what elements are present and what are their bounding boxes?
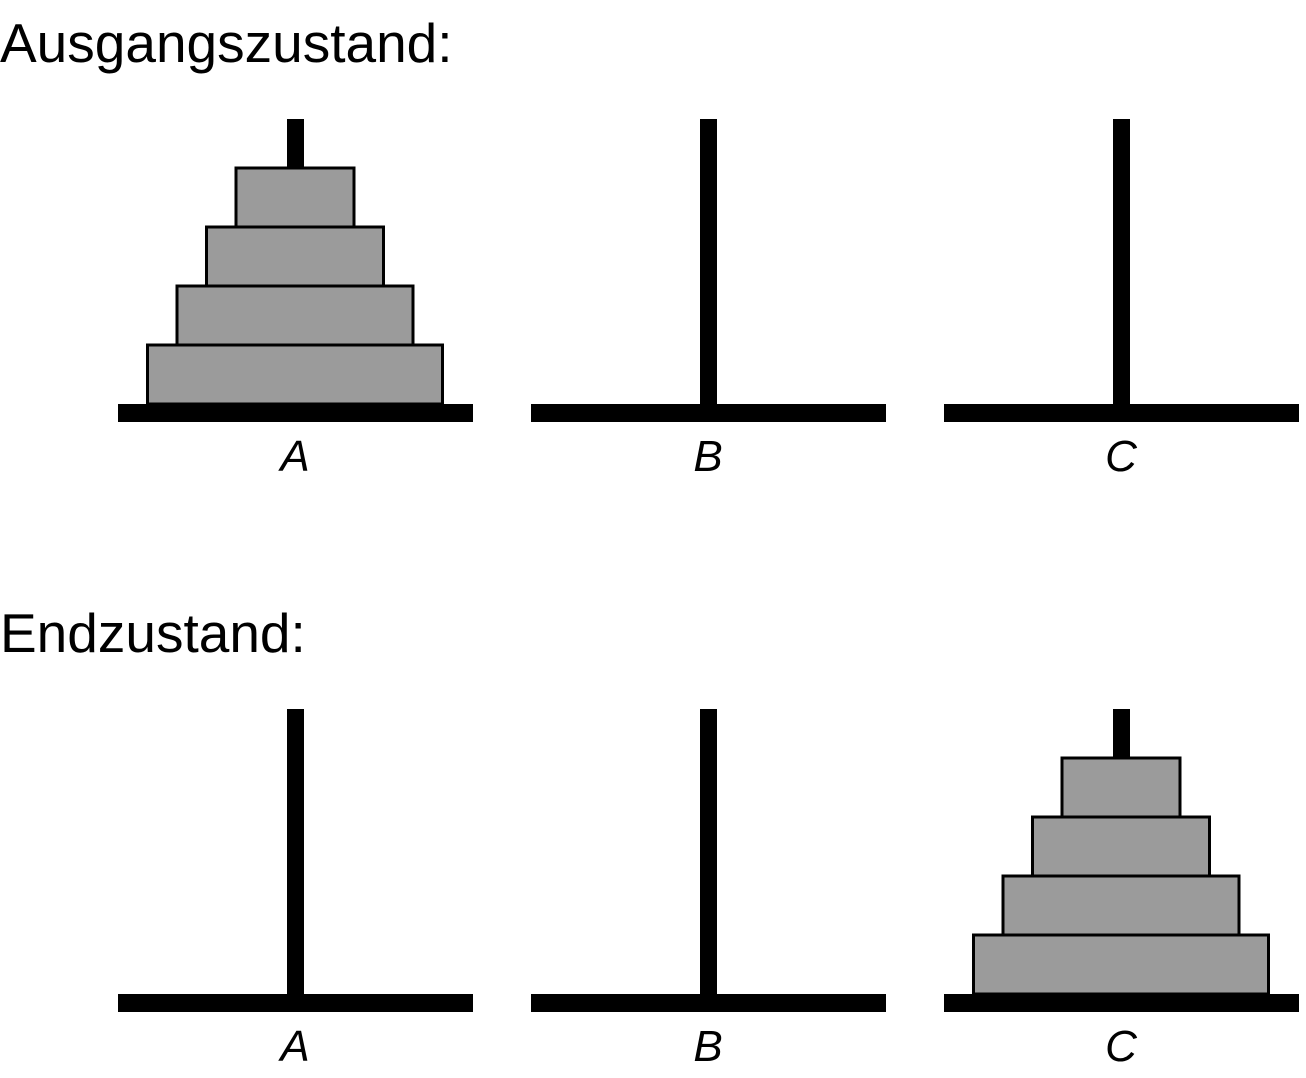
final-state-title: Endzustand: — [0, 602, 306, 664]
peg-label-b: B — [693, 432, 722, 481]
peg-label-b: B — [693, 1022, 722, 1071]
peg-a: A — [118, 119, 473, 481]
peg-base — [944, 994, 1299, 1012]
disk-stack — [146, 166, 444, 406]
disk-stack — [972, 756, 1270, 996]
peg-b: B — [531, 119, 886, 481]
peg-c: C — [944, 119, 1299, 481]
peg-a: A — [118, 709, 473, 1071]
disk-size-2 — [1031, 815, 1211, 878]
peg-c: C — [944, 709, 1299, 1071]
disk-size-2 — [205, 225, 385, 288]
initial-state-panel: Ausgangszustand: A B C — [0, 12, 1299, 481]
peg-base — [531, 404, 886, 422]
peg-label-c: C — [1105, 1022, 1138, 1071]
peg-label-c: C — [1105, 432, 1138, 481]
peg-base — [531, 994, 886, 1012]
peg-label-a: A — [277, 1022, 309, 1071]
initial-state-title: Ausgangszustand: — [0, 12, 453, 74]
disk-size-3 — [1001, 874, 1241, 937]
peg-base — [118, 994, 473, 1012]
final-state-panel: Endzustand: A B C — [0, 602, 1299, 1071]
disk-size-1 — [234, 166, 356, 229]
peg-base — [118, 404, 473, 422]
peg-rod — [700, 119, 717, 409]
disk-size-4 — [146, 343, 444, 406]
peg-rod — [1113, 119, 1130, 409]
disk-size-4 — [972, 933, 1270, 996]
peg-rod — [287, 709, 304, 999]
peg-rod — [700, 709, 717, 999]
disk-size-3 — [175, 284, 415, 347]
peg-b: B — [531, 709, 886, 1071]
peg-label-a: A — [277, 432, 309, 481]
disk-size-1 — [1060, 756, 1182, 819]
peg-base — [944, 404, 1299, 422]
